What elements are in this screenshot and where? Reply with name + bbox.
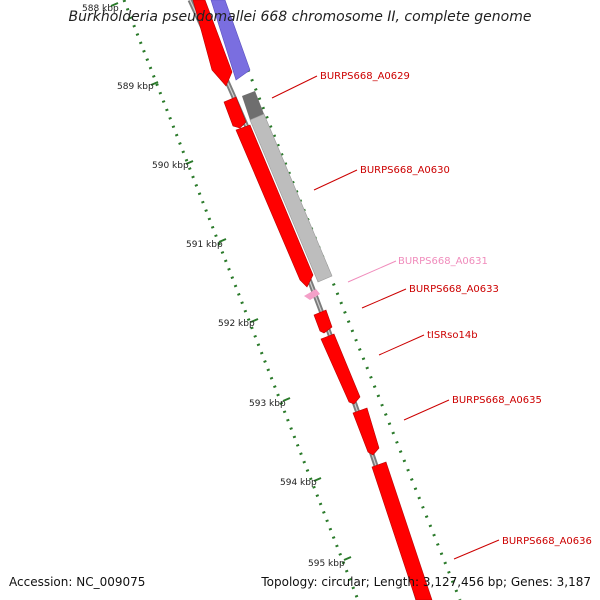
gene-arrow (352, 407, 380, 456)
tick-label: 588 kbp (82, 4, 119, 14)
map-title: Burkholderia pseudomallei 668 chromosome… (68, 9, 532, 25)
gene-label: BURPS668_A0633 (409, 284, 499, 295)
tick-label: 593 kbp (249, 399, 286, 409)
genome-summary: Topology: circular; Length: 3,127,456 bp… (261, 575, 591, 589)
tick-label: 592 kbp (218, 319, 255, 329)
gene-arrow (313, 309, 333, 334)
label-leader (347, 260, 397, 283)
tick-mark (313, 477, 322, 482)
label-leader (313, 169, 358, 191)
tick-label: 590 kbp (152, 161, 189, 171)
tick-label: 594 kbp (280, 478, 317, 488)
tick-marks (110, 2, 352, 561)
gene-label: BURPS668_A0631 (398, 256, 488, 267)
gene-arrow (210, 0, 251, 81)
gene-arrow (371, 461, 433, 600)
gene-label: BURPS668_A0629 (320, 71, 410, 82)
chromosome-backbone (187, 0, 421, 600)
label-leader (378, 334, 425, 356)
gene-arrow-gray (249, 113, 333, 283)
label-leader (361, 288, 407, 309)
gene-arrow (223, 96, 247, 129)
label-leader (453, 539, 500, 560)
gene-arrow-gray (242, 91, 264, 120)
gene-arrow (192, 0, 233, 87)
tick-mark (185, 160, 194, 165)
tick-label: 595 kbp (308, 559, 345, 569)
accession-text: Accession: NC_009075 (9, 575, 146, 589)
gene-label: tISRso14b (427, 330, 478, 341)
gene-arrow (235, 124, 314, 288)
gene-label: BURPS668_A0636 (502, 536, 592, 547)
tick-label: 589 kbp (117, 82, 154, 92)
tick-mark (282, 397, 291, 402)
tick-mark (250, 318, 259, 323)
tick-track (122, 0, 360, 600)
chromosome-backbone-inner (189, 0, 419, 600)
gene-label: BURPS668_A0630 (360, 165, 450, 176)
label-leader (403, 399, 450, 421)
gene-arrow-pink (304, 289, 320, 300)
tick-mark (150, 81, 159, 86)
tick-mark (343, 556, 352, 561)
gene-arrow (320, 333, 361, 405)
tick-label: 591 kbp (186, 240, 223, 250)
tick-mark (218, 238, 227, 243)
tick-mark (110, 2, 119, 7)
gene-label: BURPS668_A0635 (452, 395, 542, 406)
label-leader (271, 75, 318, 99)
